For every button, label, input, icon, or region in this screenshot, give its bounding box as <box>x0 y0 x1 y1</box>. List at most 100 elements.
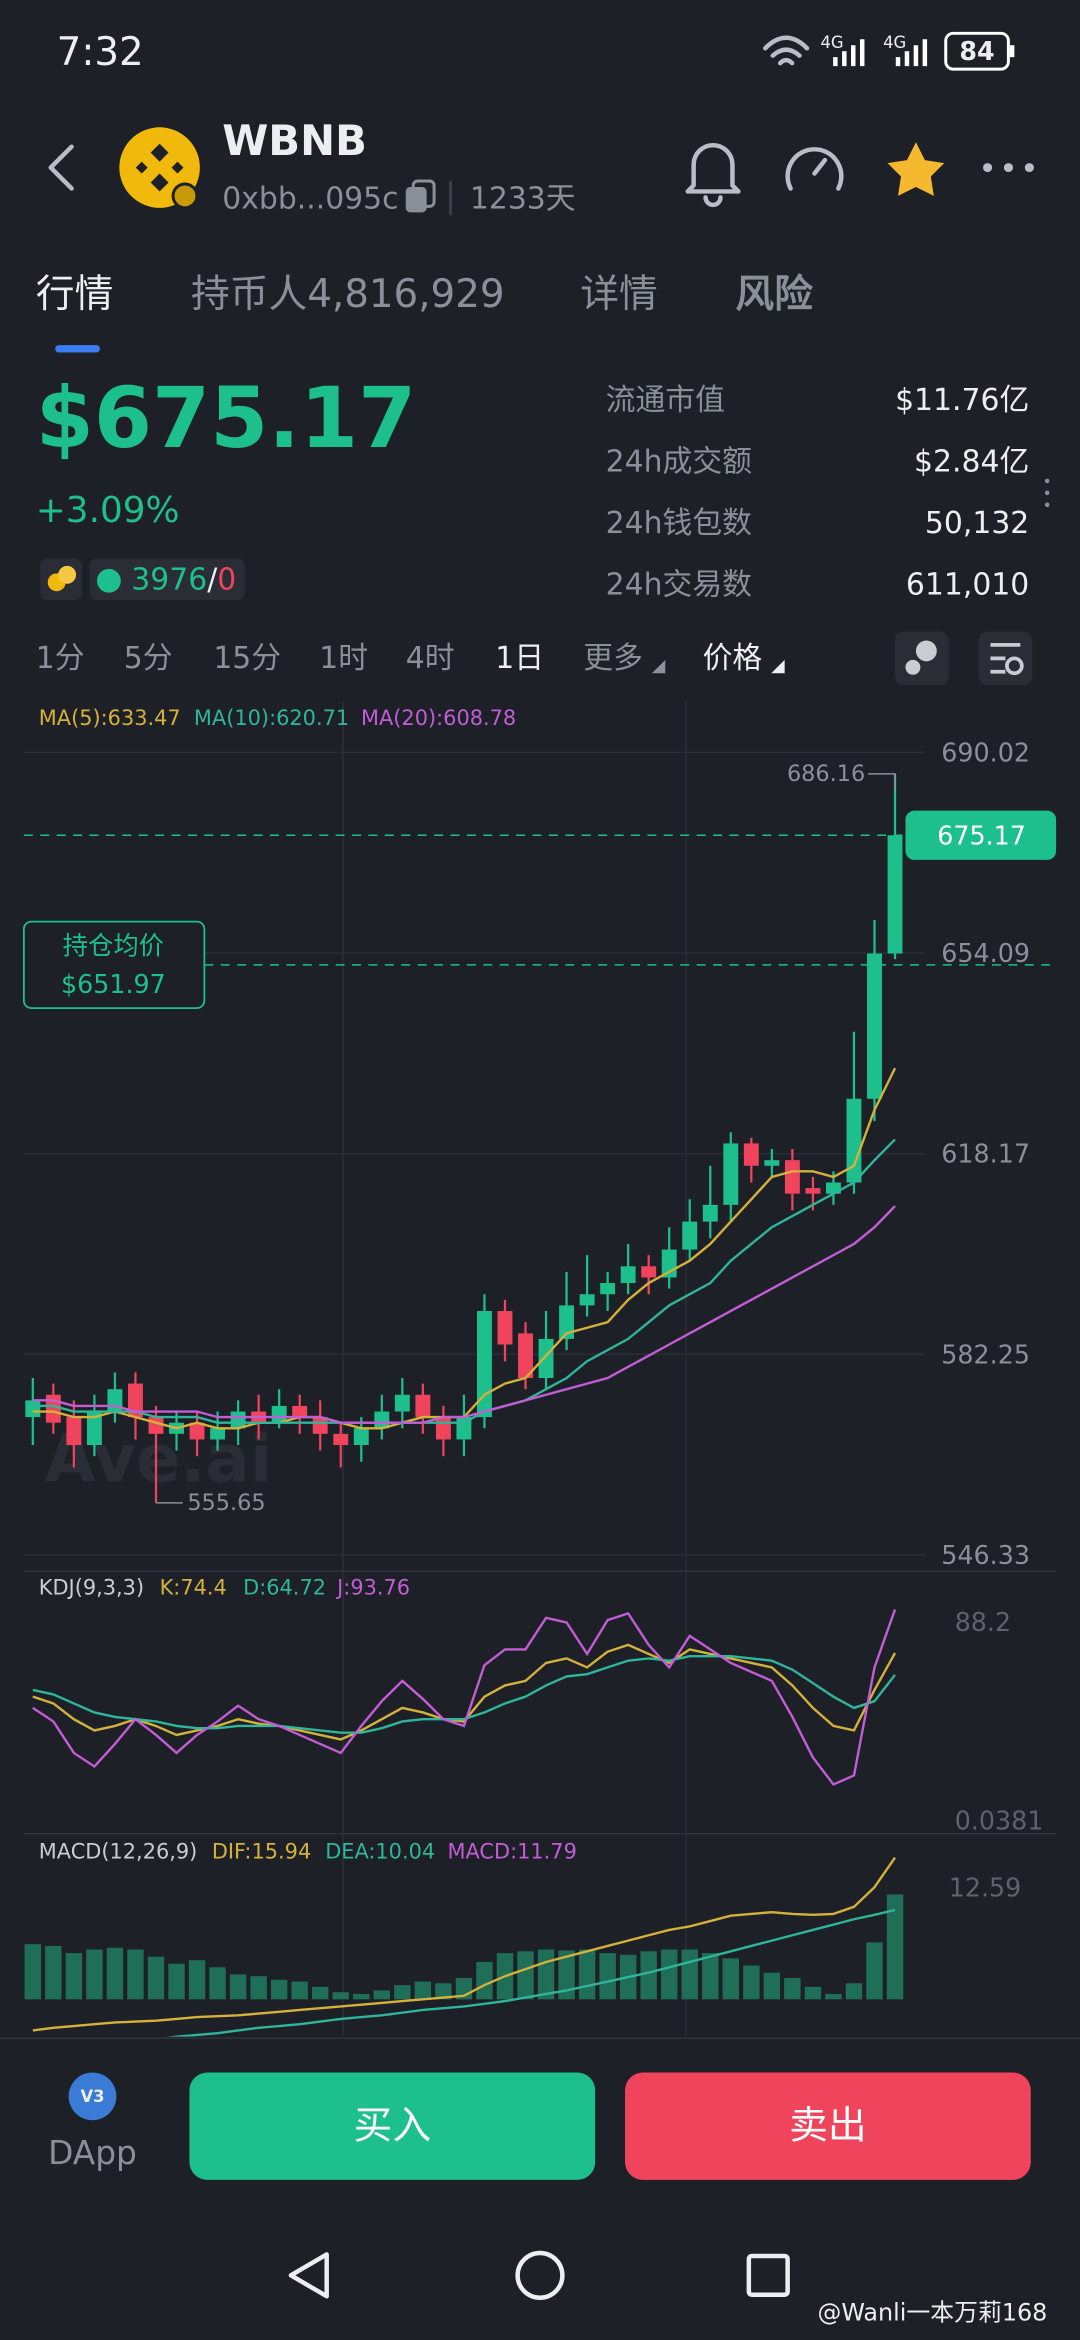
candle-body <box>415 1394 431 1418</box>
macd-bar <box>743 1965 760 2000</box>
legend-entry: DIF:15.94 <box>212 1840 311 1864</box>
macd-bar <box>332 1992 349 2000</box>
tab[interactable]: 行情 <box>36 272 114 317</box>
buy-label[interactable]: 买入 <box>354 2104 432 2149</box>
holders-count: 3976/0 <box>131 562 236 597</box>
alert-button[interactable] <box>685 143 741 208</box>
candle-body <box>25 1400 41 1418</box>
candle-body <box>497 1310 513 1345</box>
macd-line <box>32 1856 897 2032</box>
macd-bar <box>127 1949 144 2000</box>
macd-bar <box>168 1963 185 2000</box>
candle-body <box>702 1204 718 1222</box>
kdj-line <box>32 1654 896 1734</box>
candle-body <box>312 1417 328 1434</box>
icon <box>990 643 1021 674</box>
candle-body <box>743 1143 759 1166</box>
macd-bar <box>804 1986 822 2000</box>
battery-icon <box>944 31 1010 71</box>
macd-bar <box>373 1990 391 2000</box>
legend-entry: MACD:11.79 <box>448 1840 577 1864</box>
gauge-button[interactable] <box>785 147 844 191</box>
cost-box <box>22 920 206 1010</box>
interval-tab[interactable]: 1时 <box>319 641 368 676</box>
y-tick-label: 12.59 <box>949 1872 1022 1902</box>
macd-bar <box>106 1947 124 2000</box>
interval-tab[interactable]: 15分 <box>213 641 281 676</box>
kdj-line <box>32 1643 897 1741</box>
count-2: 0 <box>217 562 236 597</box>
macd-bar <box>250 1976 267 2000</box>
macd-bar <box>558 1950 575 2000</box>
high-pointer <box>868 773 896 792</box>
macd-bar <box>312 1986 329 2000</box>
macd-bar <box>229 1974 247 2000</box>
low-label: 555.65 <box>187 1490 265 1516</box>
copy-icon <box>411 179 436 208</box>
y-tick-label: 88.2 <box>955 1607 1011 1637</box>
interval-tab[interactable]: 1日 <box>495 641 544 676</box>
interval-tab[interactable]: 价格 <box>703 641 763 676</box>
stat-value: 611,010 <box>906 568 1029 603</box>
charts: Ave.ai 546.33 582.25 618.17 654.09 690.02 MA(5… <box>22 706 1057 2037</box>
dapp-icon[interactable] <box>68 2072 117 2121</box>
macd-bar <box>681 1949 698 2000</box>
macd-bar <box>763 1972 781 2000</box>
price-tag-label: 675.17 <box>937 820 1026 850</box>
candle-body <box>148 1417 164 1434</box>
icon <box>1005 656 1024 676</box>
y-tick-label: 690.02 <box>941 737 1030 767</box>
icon <box>915 640 937 662</box>
macd-bar <box>599 1953 616 2000</box>
candle-body <box>846 1098 862 1183</box>
nav-back[interactable] <box>288 2252 329 2299</box>
coin-icon <box>58 565 77 584</box>
legend-entry: MA(20):608.78 <box>361 706 516 730</box>
y-tick-label: 654.09 <box>941 938 1030 968</box>
interval-tab[interactable]: 更多 <box>583 641 643 676</box>
candle-body <box>579 1294 595 1306</box>
tab[interactable]: 详情 <box>580 272 658 317</box>
macd-bar <box>784 1977 801 2000</box>
interval-tab[interactable]: 5分 <box>124 641 173 676</box>
token-address: 0xbb...095c <box>222 181 398 216</box>
macd-bar <box>578 1949 596 2000</box>
candle-body <box>867 953 882 1099</box>
y-tick-label: 618.17 <box>941 1139 1030 1169</box>
back-button[interactable] <box>48 144 74 191</box>
legend-entry: K:74.4 <box>160 1576 227 1600</box>
chain-badge <box>171 182 199 210</box>
buy-button[interactable] <box>189 2072 596 2180</box>
tab[interactable]: 持币人4,816,929 <box>191 272 505 317</box>
stat-label: 24h交易数 <box>606 568 752 603</box>
copy-button[interactable] <box>405 186 427 213</box>
candle-body <box>394 1394 410 1412</box>
nav-recent[interactable] <box>746 2253 790 2297</box>
candle-body <box>271 1405 287 1423</box>
dapp-badge: V3 <box>80 2087 104 2106</box>
candle-body <box>435 1417 451 1440</box>
y-tick-label: 0.0381 <box>955 1805 1044 1835</box>
sell-button[interactable] <box>625 2072 1031 2180</box>
macd-bar <box>722 1958 740 2000</box>
favorite-button[interactable] <box>887 142 945 196</box>
battery-level: 84 <box>959 36 994 66</box>
interval-tab[interactable]: 4时 <box>406 641 455 676</box>
interval-tab[interactable]: 1分 <box>36 641 85 676</box>
nav-home[interactable] <box>515 2250 565 2300</box>
candle-body <box>518 1333 533 1379</box>
dapp-label[interactable]: DApp <box>48 2134 137 2172</box>
candle-body <box>600 1283 616 1295</box>
candle-body <box>559 1305 575 1339</box>
y-tick-label: 546.33 <box>941 1540 1030 1570</box>
wifi-icon <box>763 35 810 66</box>
macd-bar <box>866 1942 883 2000</box>
price: $675.17 <box>36 369 416 467</box>
sell-label[interactable]: 卖出 <box>789 2104 867 2149</box>
token-symbol: WBNB <box>222 116 367 165</box>
macd-bar <box>353 1993 370 2000</box>
candle-body <box>86 1411 102 1446</box>
tab[interactable]: 风险 <box>735 272 813 317</box>
